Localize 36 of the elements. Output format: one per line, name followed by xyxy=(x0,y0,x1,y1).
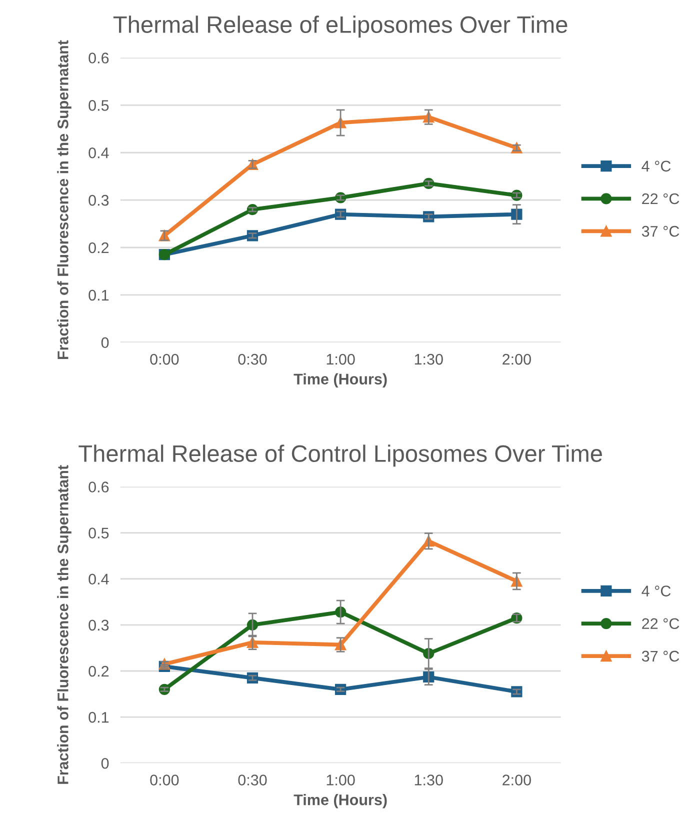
x-tick-label: 0:00 xyxy=(150,354,179,365)
y-axis-title: Fraction of Fluorescence in the Supernatant xyxy=(57,40,72,360)
y-tick-label: 0.3 xyxy=(88,620,109,631)
y-tick-label: 0.5 xyxy=(88,528,109,538)
x-axis-title: Time (Hours) xyxy=(294,373,387,388)
x-tick-label: 0:00 xyxy=(150,774,179,786)
x-tick-label: 1:30 xyxy=(414,354,443,365)
legend-label: 4 °C xyxy=(642,160,671,172)
legend-label: 4 °C xyxy=(642,586,671,596)
x-axis-title: Time (Hours) xyxy=(294,794,387,808)
x-tick-label: 2:00 xyxy=(502,354,531,365)
chart-title: Thermal Release of eLiposomes Over Time xyxy=(113,16,568,38)
y-tick-label: 0.3 xyxy=(88,194,109,206)
x-tick-label: 1:00 xyxy=(326,354,355,365)
y-tick-label: 0.2 xyxy=(88,666,109,677)
y-tick-label: 0.1 xyxy=(88,290,109,301)
legend-label: 37 °C xyxy=(642,650,680,662)
x-tick-label: 2:00 xyxy=(502,774,531,786)
y-axis-title: Fraction of Fluorescence in the Supernatant xyxy=(57,465,72,784)
chart-title: Thermal Release of Control Liposomes Over Time xyxy=(78,444,602,467)
legend-label: 37 °C xyxy=(642,226,680,237)
x-tick-label: 1:30 xyxy=(414,774,443,786)
y-tick-label: 0.5 xyxy=(88,100,109,111)
x-tick-label: 0:30 xyxy=(238,354,267,365)
y-tick-label: 0 xyxy=(101,337,109,348)
x-tick-label: 0:30 xyxy=(238,774,267,786)
x-tick-label: 1:00 xyxy=(326,774,355,786)
y-tick-label: 0.6 xyxy=(88,52,109,64)
legend-label: 22 °C xyxy=(642,193,680,204)
y-tick-label: 0.1 xyxy=(88,712,109,723)
y-tick-label: 0.2 xyxy=(88,242,109,254)
y-tick-label: 0.4 xyxy=(88,147,109,158)
y-tick-label: 0.4 xyxy=(88,574,109,585)
y-tick-label: 0 xyxy=(101,758,109,769)
y-tick-label: 0.6 xyxy=(88,482,109,492)
legend-label: 22 °C xyxy=(642,618,680,630)
